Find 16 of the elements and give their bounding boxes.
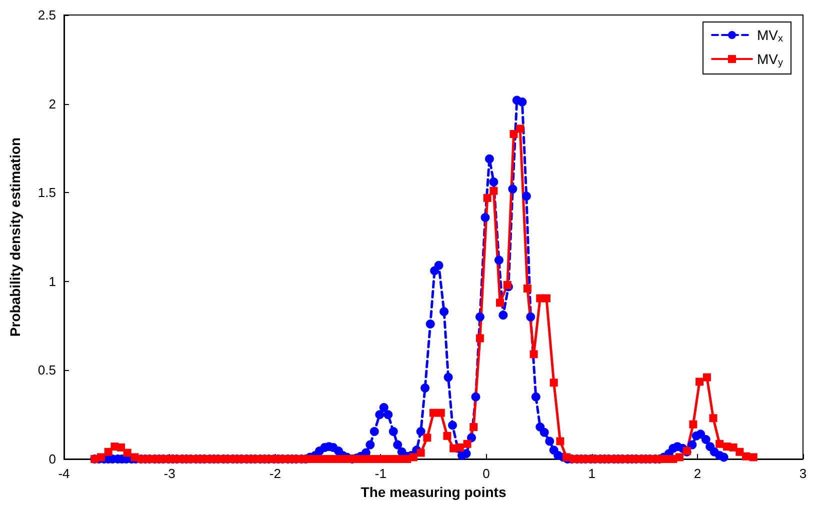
x-tick-label: -2 [269,466,281,481]
x-tick-label: 2 [694,466,702,481]
x-tick-label: 0 [482,466,490,481]
y-tick-label: 2.5 [38,8,56,22]
x-tick-label: -3 [164,466,176,481]
y-tick-label: 1.5 [38,185,56,200]
x-tick-label: 1 [588,466,596,481]
x-tick-label: -4 [58,466,70,481]
x-tick-label: -1 [374,466,386,481]
y-tick-label: 2 [48,96,56,112]
y-axis-title: Probability density estimation [7,137,23,337]
y-tick-label: 1 [48,274,56,289]
x-tick-label: 3 [799,466,807,481]
x-axis-title: The measuring points [360,484,506,500]
y-tick-label: 0 [48,452,56,466]
y-tick-label: 0.5 [38,362,56,378]
